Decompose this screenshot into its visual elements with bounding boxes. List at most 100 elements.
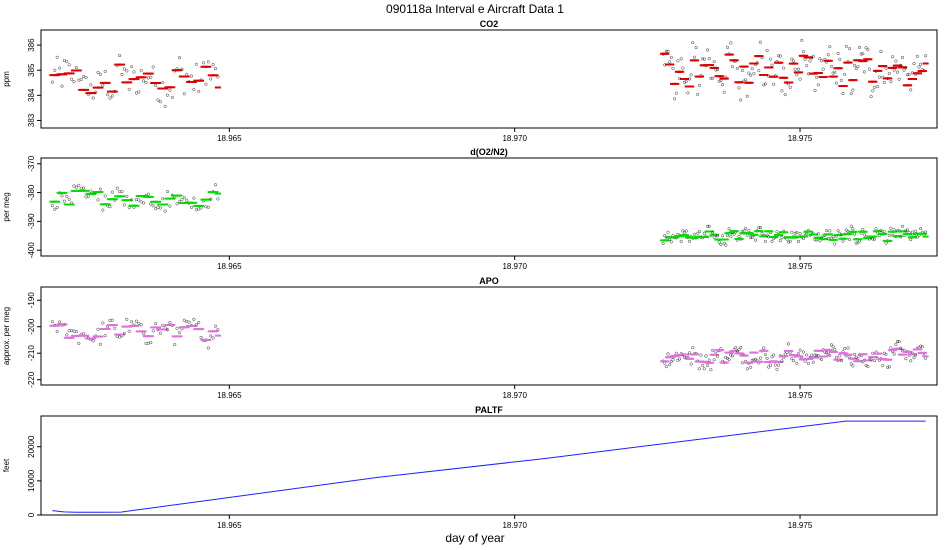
data-point-raw [711,76,715,80]
data-point-raw [697,367,701,371]
data-point-raw [676,59,680,63]
data-point-raw [697,230,701,234]
data-point-raw [91,339,95,343]
data-point-raw [661,241,665,245]
data-point-raw [706,224,710,228]
data-point-raw [62,199,66,203]
data-point-raw [874,227,878,231]
data-point-raw [846,346,850,350]
data-point-raw [894,59,898,63]
y-axis-label: per meg [2,192,11,221]
data-point-raw [139,200,143,204]
data-point-raw [801,350,805,354]
data-point-raw [692,55,696,59]
data-point-raw [58,320,62,324]
data-point-raw [74,66,78,70]
data-point-raw [747,228,751,232]
data-point-raw [730,65,734,69]
data-point-raw [859,52,863,56]
data-point-raw [755,61,759,65]
data-point-raw [867,67,871,71]
data-point-raw [876,85,880,89]
data-point-raw [904,66,908,70]
data-point-raw [118,335,122,339]
data-point-raw [702,367,706,371]
data-point-raw [816,232,820,236]
data-point-raw [828,45,832,49]
data-point-raw [74,330,78,334]
y-tick-label: -190 [27,292,36,309]
data-point-raw [851,227,855,231]
data-point-raw [857,45,862,49]
data-point-raw [173,343,177,347]
data-point-raw [137,198,141,202]
data-point-raw [778,54,782,58]
data-point-raw [871,237,875,241]
data-point-raw [895,339,900,344]
data-point-raw [699,353,703,357]
data-point-raw [163,209,167,213]
data-point-raw [168,204,172,208]
data-point-raw [702,57,706,61]
data-point-raw [796,239,801,244]
data-point-raw [894,342,898,346]
data-point-raw [113,326,117,330]
data-point-raw [216,328,220,332]
x-tick-label: 18.965 [217,134,242,143]
data-point-raw [692,232,696,236]
data-point-raw [706,364,710,368]
data-point-raw [715,67,720,72]
data-point-raw [856,241,860,245]
data-point-raw [808,59,812,63]
data-point-raw [790,57,794,61]
data-point-raw [686,91,690,95]
data-point-raw [815,75,819,79]
y-axis-label: feet [2,458,11,472]
panel-co2: CO2 ppm 383 384 385 386 18.965 18.970 18.975 [2,19,938,143]
data-point-raw [805,353,809,357]
data-point-raw [917,65,921,69]
data-point-raw [142,79,146,83]
data-point-raw [691,41,695,45]
x-tick-label: 18.975 [788,134,813,143]
data-point-raw [668,363,672,367]
y-tick-label: -400 [27,242,36,259]
data-point-raw [912,62,916,66]
data-point-raw [199,335,203,340]
data-point-raw [717,79,721,83]
data-point-raw [854,241,858,245]
data-point-raw [760,232,764,236]
data-point-raw [180,198,184,202]
data-point-raw [110,190,114,194]
data-point-raw [737,348,741,352]
data-point-raw [106,93,110,97]
data-point-raw [782,66,786,70]
data-point-raw [907,73,911,77]
data-point-raw [909,238,913,242]
data-point-raw [669,55,673,60]
data-point-raw [199,206,203,210]
data-point-raw [882,80,886,85]
x-tick-label: 18.975 [788,262,813,271]
data-point-raw [851,364,855,368]
data-point-raw [915,235,919,239]
x-tick-label: 18.970 [502,521,527,530]
data-point-raw [74,185,78,189]
panel-apo: APO approx. per meg -190 -200 -210 -220 18.965… [2,276,938,400]
data-point-raw [895,70,900,74]
data-point-raw [788,239,792,243]
data-point-raw [666,230,670,234]
data-point-raw [806,361,810,365]
data-point-raw [897,340,901,344]
data-point-raw [89,189,93,193]
data-point-raw [815,238,819,242]
data-point-raw [139,68,143,72]
data-point-raw [777,363,781,367]
data-point-raw [146,192,150,196]
data-point-raw [664,365,668,369]
data-point-raw [767,365,771,369]
data-point-raw [154,207,158,211]
data-point-raw [899,235,903,239]
data-point-raw [791,359,796,363]
